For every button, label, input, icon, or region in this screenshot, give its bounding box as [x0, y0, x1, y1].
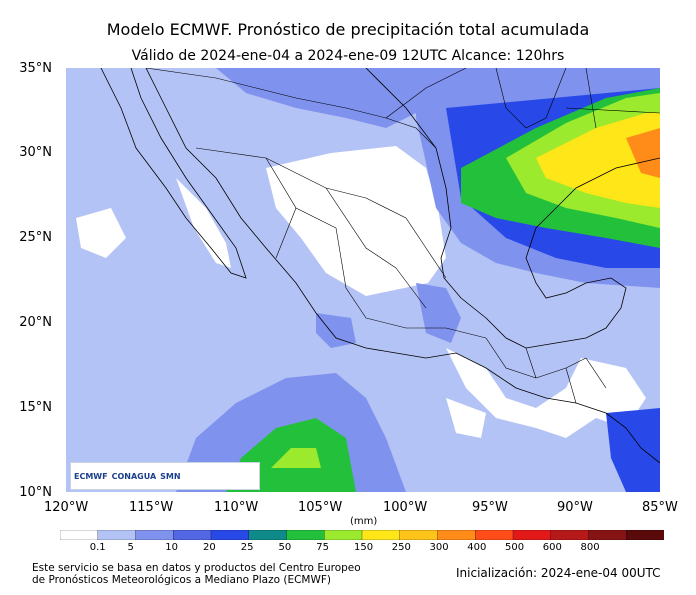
colorbar-swatch [512, 530, 552, 540]
map-title: Modelo ECMWF. Pronóstico de precipitació… [106, 20, 590, 39]
colorbar-swatch [286, 530, 325, 540]
colorbar-swatch [361, 530, 401, 540]
dry-area-north-mexico [266, 146, 446, 296]
precip-gulf-orange [626, 128, 660, 178]
dry-area-baja [176, 178, 231, 268]
colorbar-swatch [248, 530, 288, 540]
precipitation-map [66, 68, 660, 492]
lat-label: 10°N [19, 485, 52, 500]
colorbar-swatch [588, 530, 627, 540]
colorbar-label: 50 [278, 542, 292, 553]
colorbar-swatch [60, 530, 99, 540]
state-borders [195, 147, 607, 404]
colorbar-label: 500 [505, 542, 525, 553]
colorbar-swatch [399, 530, 439, 540]
colorbar-label: 250 [391, 542, 411, 553]
colorbar-label: 600 [542, 542, 562, 553]
map-subtitle: Válido de 2024-ene-04 a 2024-ene-09 12UT… [131, 48, 565, 64]
conagua-logo: CONAGUA [111, 471, 157, 481]
lat-label: 30°N [19, 145, 52, 160]
coastline-gulf [365, 68, 660, 349]
colorbar-label: 75 [316, 542, 329, 553]
ecmwf-logo: ECMWF [74, 471, 108, 481]
lat-label: 15°N [19, 400, 52, 415]
colorbar-swatch [97, 530, 137, 540]
lon-label: 115°W [129, 500, 174, 515]
coastline-baja [100, 68, 247, 279]
colorbar-unit: (mm) [350, 516, 378, 527]
us-border [145, 68, 660, 149]
dry-area-south [446, 348, 646, 438]
lon-label: 85°W [642, 500, 678, 515]
colorbar-swatch [437, 530, 476, 540]
colorbar-label: 25 [240, 542, 254, 553]
lon-label: 95°W [472, 500, 508, 515]
coastline-mainland [145, 68, 660, 464]
colorbar-label: 300 [429, 542, 449, 553]
lon-label: 90°W [557, 500, 593, 515]
colorbar-label: 800 [580, 542, 600, 553]
lat-label: 25°N [19, 230, 52, 245]
colorbar-swatch [475, 530, 514, 540]
colorbar-label: 0.1 [89, 542, 106, 553]
colorbar-label: 400 [467, 542, 487, 553]
footer-credit-line1: Este servicio se basa en datos y product… [32, 562, 361, 574]
lon-label: 110°W [214, 500, 259, 515]
dry-area-west [76, 208, 126, 258]
precip-gulf-yellow [536, 113, 660, 208]
colorbar [60, 530, 664, 540]
precip-jalisco-blob [316, 313, 356, 348]
footer-credit-line2: de Pronósticos Meteorológicos a Mediano … [32, 574, 331, 586]
precip-caribbean-blob [606, 408, 660, 492]
footer-credit: Este servicio se basa en datos y product… [32, 562, 361, 586]
smn-logo: SMN [160, 471, 181, 481]
dry-area-pacific [446, 398, 486, 438]
colorbar-label: 150 [354, 542, 374, 553]
lat-label: 20°N [19, 315, 52, 330]
precip-northwest-band [216, 68, 426, 128]
lon-label: 120°W [44, 500, 89, 515]
colorbar-label: 20 [203, 542, 216, 553]
initialization-label: Inicialización: 2024-ene-04 00UTC [456, 566, 661, 580]
lon-label: 105°W [298, 500, 343, 515]
colorbar-swatch [173, 530, 212, 540]
lon-label: 100°W [383, 500, 428, 515]
lat-label: 35°N [19, 61, 52, 76]
colorbar-label: 5 [127, 542, 134, 553]
colorbar-label: 10 [165, 542, 178, 553]
colorbar-swatch [626, 530, 664, 540]
colorbar-swatch [324, 530, 363, 540]
colorbar-swatch [135, 530, 174, 540]
colorbar-swatch [210, 530, 250, 540]
colorbar-swatch [550, 530, 590, 540]
precip-pacific-lightgreen [271, 448, 321, 468]
sponsor-logos: ECMWF CONAGUA SMN [70, 462, 260, 490]
